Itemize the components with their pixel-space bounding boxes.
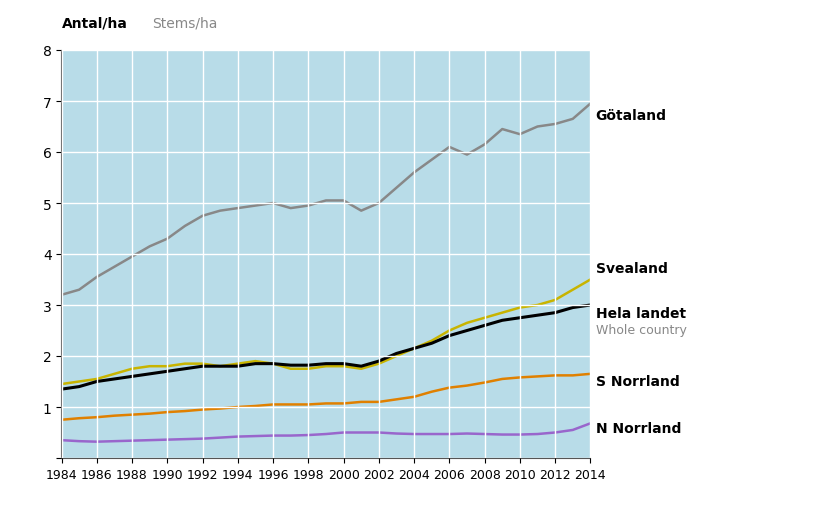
Text: Götaland: Götaland — [595, 109, 666, 123]
Text: Hela landet: Hela landet — [595, 306, 685, 320]
Text: Svealand: Svealand — [595, 262, 667, 276]
Text: N Norrland: N Norrland — [595, 421, 681, 436]
Text: Antal/ha: Antal/ha — [61, 17, 127, 31]
Text: Stems/ha: Stems/ha — [152, 17, 217, 31]
Text: S Norrland: S Norrland — [595, 375, 679, 389]
Text: Whole country: Whole country — [595, 323, 686, 336]
